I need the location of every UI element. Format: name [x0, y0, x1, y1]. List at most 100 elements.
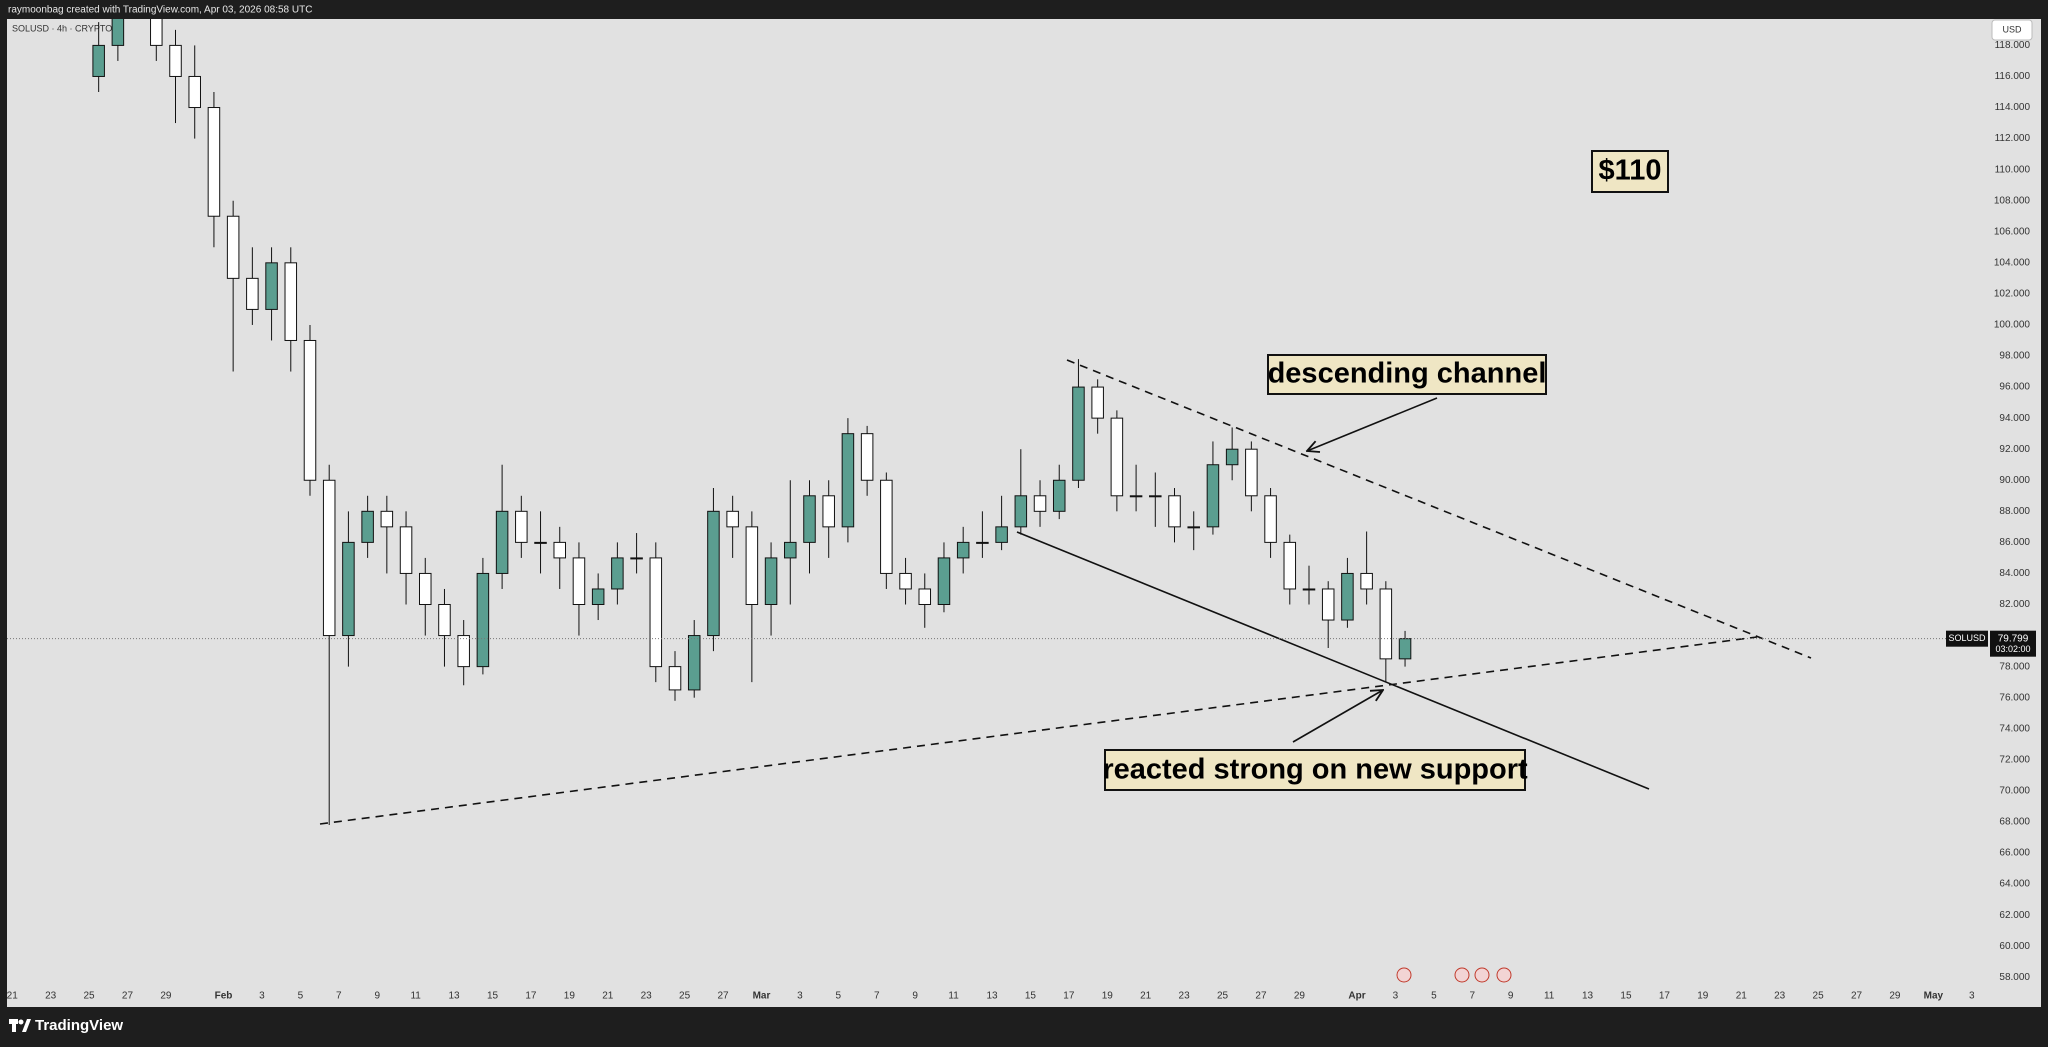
- candle-body: [1110, 417, 1124, 497]
- candle-body: [265, 262, 278, 310]
- y-tick-label: 70.000: [1999, 786, 2030, 797]
- event-icon[interactable]: [1496, 967, 1512, 983]
- candle-body: [226, 215, 240, 279]
- x-tick-label: 25: [1217, 991, 1229, 1002]
- x-tick-label: 5: [1431, 991, 1437, 1002]
- event-icon[interactable]: [1474, 967, 1490, 983]
- x-tick-label: 21: [602, 991, 614, 1002]
- annotation: $110: [1599, 155, 1662, 187]
- support-line: [319, 636, 1758, 825]
- y-tick-label: 82.000: [1999, 599, 2030, 610]
- x-tick-label: 15: [487, 991, 499, 1002]
- candle-body: [207, 107, 221, 217]
- x-tick-label: 11: [410, 991, 421, 1002]
- candle-body: [1206, 464, 1220, 528]
- x-tick-label: 5: [298, 991, 304, 1002]
- candle-body: [784, 541, 797, 559]
- x-tick-label: Feb: [215, 991, 233, 1002]
- x-tick-label: 7: [874, 991, 880, 1002]
- candle-body: [956, 541, 970, 559]
- candle-body: [1072, 386, 1085, 481]
- channel-bottom-line: [1016, 531, 1650, 790]
- candle-body: [976, 541, 989, 544]
- candle-body: [803, 495, 816, 543]
- y-tick-label: 64.000: [1999, 879, 2030, 890]
- x-tick-label: 11: [1544, 991, 1555, 1002]
- candle-body: [1283, 541, 1297, 590]
- event-icon[interactable]: [1396, 967, 1412, 983]
- candle-body: [1149, 495, 1162, 498]
- candle-body: [1245, 448, 1258, 497]
- candle-body: [899, 572, 912, 590]
- x-tick-label: 27: [717, 991, 729, 1002]
- y-tick-label: 110.000: [1995, 164, 2031, 175]
- x-tick-label: 13: [986, 991, 998, 1002]
- candle-body: [1225, 448, 1239, 466]
- candle-body: [342, 541, 355, 637]
- candle-body: [1341, 572, 1354, 621]
- candle-body: [495, 510, 509, 574]
- y-tick-label: 60.000: [1999, 941, 2030, 952]
- currency: USD: [2002, 24, 2022, 34]
- candle-body: [1398, 638, 1412, 660]
- x-tick-label: 23: [45, 991, 57, 1002]
- symbol-info: SOLUSD · 4h · CRYPTO: [12, 23, 112, 33]
- candle-body: [534, 541, 547, 544]
- countdown: 03:02:00: [1995, 644, 2030, 654]
- candle-body: [630, 557, 643, 560]
- x-tick-label: 21: [1736, 991, 1748, 1002]
- candle-body: [169, 44, 182, 77]
- arrow: [1307, 397, 1438, 451]
- price-label-box: [1990, 630, 2036, 657]
- currency-box[interactable]: [1991, 19, 2033, 41]
- x-tick-label: 25: [1813, 991, 1825, 1002]
- x-tick-label: 21: [7, 991, 19, 1002]
- candle-body: [1187, 526, 1200, 529]
- y-tick-label: 90.000: [1999, 475, 2030, 486]
- candle-body: [1379, 588, 1393, 660]
- candle-body: [764, 557, 778, 606]
- candle-body: [937, 557, 951, 606]
- x-tick-label: 17: [1063, 991, 1075, 1002]
- candle-body: [707, 510, 720, 637]
- y-tick-label: 94.000: [1999, 413, 2030, 424]
- brand: TradingView: [35, 1017, 123, 1034]
- x-tick-label: 9: [1508, 991, 1514, 1002]
- y-tick-label: 114.000: [1995, 102, 2031, 113]
- x-tick-label: May: [1924, 991, 1944, 1002]
- y-tick-label: 74.000: [1999, 723, 2030, 734]
- x-tick-label: 27: [1255, 991, 1267, 1002]
- x-tick-label: 3: [797, 991, 803, 1002]
- candle-body: [322, 479, 336, 637]
- y-tick-label: 98.000: [1999, 351, 2030, 362]
- x-tick-label: 19: [1102, 991, 1114, 1002]
- annotation-box: [1104, 749, 1526, 791]
- x-tick-label: 29: [1294, 991, 1306, 1002]
- x-tick-label: 23: [1179, 991, 1191, 1002]
- annotations: $110 descending channel reacted strong o…: [1102, 150, 1669, 791]
- candle-body: [418, 572, 432, 606]
- x-tick-label: 17: [1659, 991, 1671, 1002]
- event-icon[interactable]: [1454, 967, 1470, 983]
- x-tick-label: 25: [83, 991, 95, 1002]
- candle-body: [111, 19, 125, 46]
- x-tick-label: 15: [1620, 991, 1632, 1002]
- x-tick-label: 23: [641, 991, 653, 1002]
- candle-body: [1129, 495, 1143, 498]
- y-tick-label: 106.000: [1994, 226, 2031, 237]
- x-tick-label: 9: [374, 991, 380, 1002]
- x-tick-label: 3: [1393, 991, 1399, 1002]
- x-tick-label: 19: [1697, 991, 1709, 1002]
- x-tick-label: 23: [1774, 991, 1786, 1002]
- x-tick-label: 5: [836, 991, 842, 1002]
- candle-body: [611, 557, 624, 590]
- x-tick-label: Mar: [753, 991, 771, 1002]
- candle-body: [380, 510, 394, 528]
- annotation: reacted strong on new support: [1102, 754, 1528, 786]
- candle-body: [553, 541, 567, 559]
- event-icons: [1396, 967, 1512, 983]
- x-tick-label: 13: [449, 991, 461, 1002]
- y-tick-label: 68.000: [1999, 817, 2030, 828]
- candle-body: [303, 339, 317, 481]
